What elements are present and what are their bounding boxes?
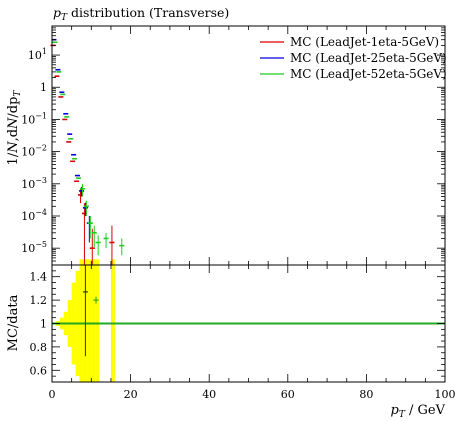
- main-y-axis-title: 1/N,dN/dpT: [6, 90, 23, 166]
- legend-label: MC (LeadJet-1eta-5GeV): [290, 35, 439, 49]
- series-2: [51, 38, 92, 243]
- chart-title: pT distribution (Transverse): [53, 5, 229, 23]
- ratio-y-tick-label: 0.8: [30, 341, 48, 354]
- main-band-bin: [95, 259, 100, 265]
- legend-label: MC (LeadJet-25eta-5GeV): [290, 51, 447, 65]
- main-band-bin: [83, 259, 88, 265]
- legend: MC (LeadJet-1eta-5GeV) MC (LeadJet-25eta-…: [260, 35, 447, 81]
- legend-label: MC (LeadJet-52eta-5GeV): [290, 67, 447, 81]
- ratio-panel: 0.6 0.8 1 1.2 1.4 0 20 40 60 80 100: [30, 264, 456, 401]
- main-y-tick-label: 10−3: [21, 176, 47, 191]
- series-1: [50, 44, 115, 265]
- ratio-y-tick-label: 0.6: [30, 364, 48, 377]
- main-y-tick-label: 1: [40, 81, 47, 94]
- x-tick-label: 80: [359, 388, 373, 401]
- ratio-y-tick-label: 1.2: [30, 294, 48, 307]
- main-y-tick-label: 10−4: [21, 208, 47, 223]
- ratio-points: [82, 265, 99, 357]
- main-band-bin: [87, 259, 92, 265]
- x-axis-title: pT / GeV: [391, 403, 446, 420]
- main-y-tick-label: 10−2: [21, 144, 47, 159]
- main-band-bin: [79, 259, 84, 265]
- main-data-band: [79, 259, 115, 265]
- series-3: [52, 41, 125, 256]
- x-tick-label: 60: [281, 388, 295, 401]
- ratio-y-axis: 0.6 0.8 1 1.2 1.4: [30, 264, 445, 383]
- main-x-axis: [51, 26, 446, 265]
- main-band-bin: [110, 259, 115, 265]
- main-series-group: [50, 38, 125, 265]
- ratio-y-tick-label: 1: [40, 318, 47, 331]
- ratio-y-tick-label: 1.4: [30, 271, 48, 284]
- x-tick-label: 0: [49, 388, 56, 401]
- x-tick-label: 100: [435, 388, 456, 401]
- main-y-tick-label: 10−1: [21, 111, 47, 126]
- x-tick-label: 20: [124, 388, 138, 401]
- main-y-tick-label: 10−5: [21, 240, 47, 255]
- main-y-tick-label: 101: [28, 47, 47, 62]
- x-tick-label: 40: [202, 388, 216, 401]
- ratio-x-axis: 0 20 40 60 80 100: [49, 265, 456, 401]
- main-band-bin: [91, 259, 96, 265]
- main-y-axis: 10−5 10−4 10−3 10−2 10−1 1 101: [21, 25, 445, 266]
- ratio-y-axis-title: MC/data: [6, 294, 21, 351]
